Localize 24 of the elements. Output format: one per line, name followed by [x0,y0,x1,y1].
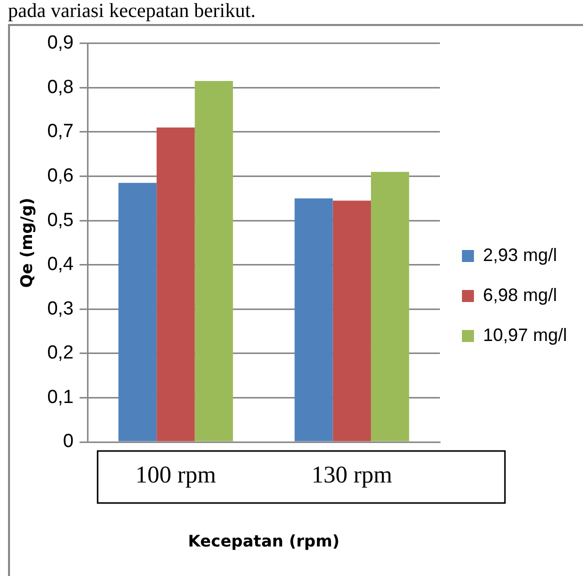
y-tick-label: 0,9 [47,32,74,54]
x-tick-label: 130 rpm [312,462,393,489]
y-tick-label: 0,3 [47,298,74,320]
y-axis-title: Qe (mg/g) [16,198,36,288]
bar [370,172,410,442]
bar [294,198,333,442]
legend-label: 2,93 mg/l [482,244,557,265]
bar [332,200,371,442]
y-tick-label: 0,7 [47,121,74,142]
y-tick-label: 0,5 [47,210,74,231]
legend-label: 10,97 mg/l [482,324,568,345]
y-tick-label: 0 [63,431,74,452]
text: pada variasi kecepatan berikut. [7,0,257,22]
x-tick-label: 100 rpm [135,462,216,489]
bar [194,81,233,442]
y-tick-label: 0,1 [47,386,74,408]
y-tick-label: 0,6 [47,166,74,186]
legend-label: 6,98 mg/l [482,284,557,305]
bar [118,182,157,442]
x-axis-title: Kecepatan (rpm) [188,532,340,551]
bar [156,128,195,442]
y-tick-label: 0,4 [47,254,74,276]
y-tick-label: 0,2 [47,342,74,364]
y-tick-label: 0,8 [47,76,74,98]
